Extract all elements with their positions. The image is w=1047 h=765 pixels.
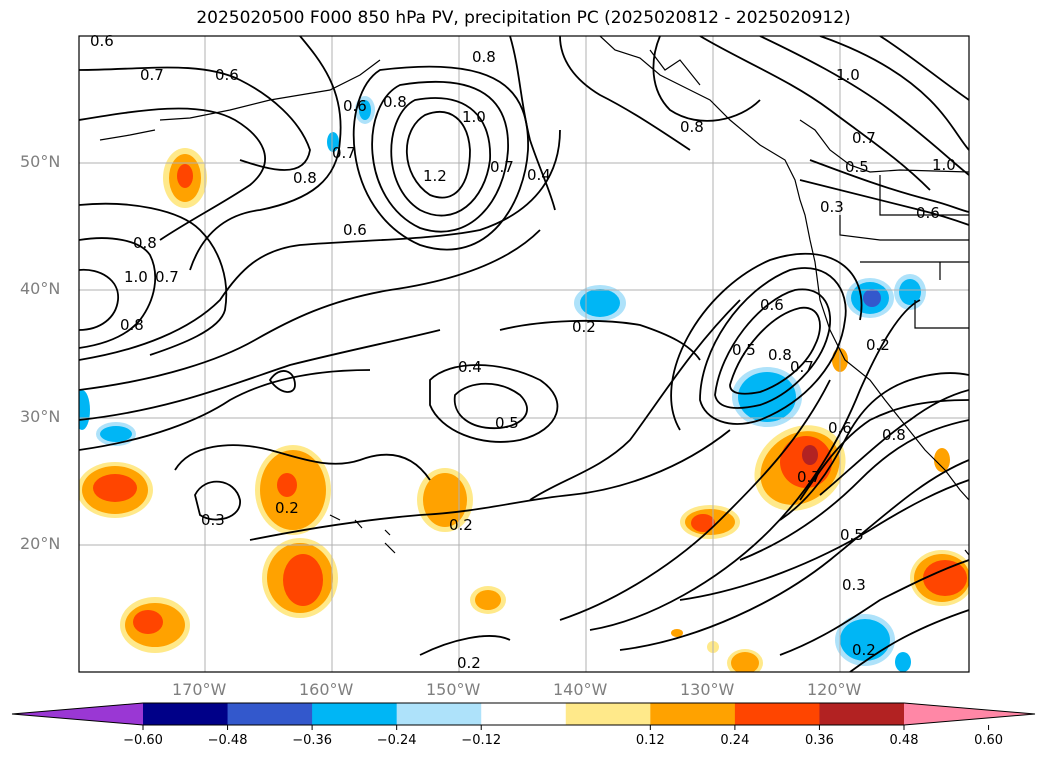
pv-contours [79, 36, 969, 672]
contour-label: 0.6 [916, 204, 940, 222]
contour-label: 0.7 [332, 144, 356, 162]
precip-blob-positive-3 [255, 445, 331, 535]
contour-label: 0.8 [882, 426, 906, 444]
colorbar [11, 702, 1036, 730]
colorbar-bin [650, 703, 736, 725]
contour-label: 0.6 [90, 32, 114, 50]
colorbar-tick-label: 0.36 [804, 733, 834, 748]
contour-label: 0.8 [472, 48, 496, 66]
coastlines [99, 36, 969, 556]
precip-blob-positive-10 [910, 550, 969, 606]
contour-label: 0.8 [293, 169, 317, 187]
precip-blob-negative-1 [574, 285, 626, 321]
precip-blob-negative-3 [846, 278, 894, 318]
colorbar-bin [565, 703, 651, 725]
precip-blob-positive-8 [680, 505, 740, 539]
contour-label: 1.0 [932, 156, 956, 174]
contour-label: 0.2 [275, 499, 299, 517]
contour-label: 0.7 [155, 268, 179, 286]
contour-label: 0.4 [527, 166, 551, 184]
colorbar-tick-label: 0.12 [635, 733, 665, 748]
colorbar-tick-label: −0.24 [376, 733, 417, 748]
map-frame [78, 35, 970, 673]
contour-label: 0.5 [840, 526, 864, 544]
precip-blob-negative-5 [96, 422, 136, 446]
contour-label: 0.6 [760, 296, 784, 314]
colorbar-bin [734, 703, 820, 725]
precip-blob-positive-4 [262, 538, 338, 618]
contour-label: 0.2 [449, 516, 473, 534]
colorbar-extend-max [904, 703, 1035, 725]
contour-label: 0.8 [768, 346, 792, 364]
contour-label: 0.6 [215, 66, 239, 84]
contour-label: 0.8 [680, 118, 704, 136]
contour-label: 1.2 [423, 167, 447, 185]
contour-label: 0.6 [828, 419, 852, 437]
lat-label-30n: 30°N [20, 407, 61, 426]
colorbar-tick-label: −0.60 [123, 733, 163, 748]
contour-label: 0.3 [201, 511, 225, 529]
precip-blob-positive-11 [727, 649, 763, 672]
precip-blob-positive-7 [470, 586, 506, 614]
contour-label: 0.5 [845, 158, 869, 176]
precip-blob-negative-4 [894, 274, 926, 310]
precip-blob-negative-2 [732, 367, 802, 427]
precip-blob-negative-7 [79, 96, 375, 430]
colorbar-bin [312, 703, 398, 725]
contour-label: 0.6 [343, 221, 367, 239]
contour-label: 0.7 [140, 66, 164, 84]
contour-label: 0.8 [133, 234, 157, 252]
contour-label: 0.5 [495, 414, 519, 432]
lon-label-120w: 120°W [807, 680, 862, 699]
lon-label-160w: 160°W [299, 680, 354, 699]
contour-label: 0.8 [120, 316, 144, 334]
colorbar-tick-label: 0.48 [889, 733, 919, 748]
precip-blob-positive-1 [163, 148, 207, 208]
colorbar-tick-label: −0.36 [292, 733, 333, 748]
lat-label-50n: 50°N [20, 152, 61, 171]
contour-label: 0.3 [842, 576, 866, 594]
colorbar-tick-label: −0.12 [461, 733, 502, 748]
lon-label-170w: 170°W [172, 680, 227, 699]
contour-label: 0.8 [383, 93, 407, 111]
precip-blob-negative-6 [835, 614, 911, 672]
colorbar-bin [396, 703, 482, 725]
colorbar-tick-label: 0.60 [974, 733, 1004, 748]
precip-blob-positive-9 [754, 425, 846, 511]
colorbar-tick-label: 0.24 [720, 733, 750, 748]
contour-label: 0.3 [820, 198, 844, 216]
lon-label-130w: 130°W [680, 680, 735, 699]
contour-label: 0.5 [732, 341, 756, 359]
colorbar-bin [227, 703, 313, 725]
colorbar-bin [143, 703, 229, 725]
lat-label-20n: 20°N [20, 534, 61, 553]
contour-label: 0.7 [490, 158, 514, 176]
contour-label: 1.0 [836, 66, 860, 84]
precip-blob-positive-6 [120, 597, 190, 653]
colorbar-bin [481, 703, 567, 725]
contour-labels: 0.6 0.7 0.6 0.8 0.6 0.7 0.8 1.0 1.2 0.7 … [90, 32, 956, 672]
colorbar-tick-label: −0.48 [207, 733, 248, 748]
contour-label: 0.7 [852, 129, 876, 147]
precip-shading [79, 96, 969, 672]
contour-label: 0.6 [343, 97, 367, 115]
lon-label-150w: 150°W [426, 680, 481, 699]
colorbar-extend-min [12, 703, 143, 725]
contour-label: 1.0 [124, 268, 148, 286]
contour-label: 0.2 [572, 318, 596, 336]
contour-label: 0.7 [797, 468, 821, 486]
contour-label: 0.4 [458, 358, 482, 376]
lat-label-40n: 40°N [20, 279, 61, 298]
contour-label: 0.2 [457, 654, 481, 672]
contour-label: 0.2 [852, 641, 876, 659]
figure-title: 2025020500 F000 850 hPa PV, precipitatio… [196, 8, 851, 28]
contour-label: 1.0 [462, 108, 486, 126]
precip-blob-positive-2 [79, 462, 153, 518]
contour-label: 0.2 [866, 336, 890, 354]
lon-label-140w: 140°W [553, 680, 608, 699]
contour-label: 0.7 [790, 358, 814, 376]
colorbar-bin [819, 703, 905, 725]
